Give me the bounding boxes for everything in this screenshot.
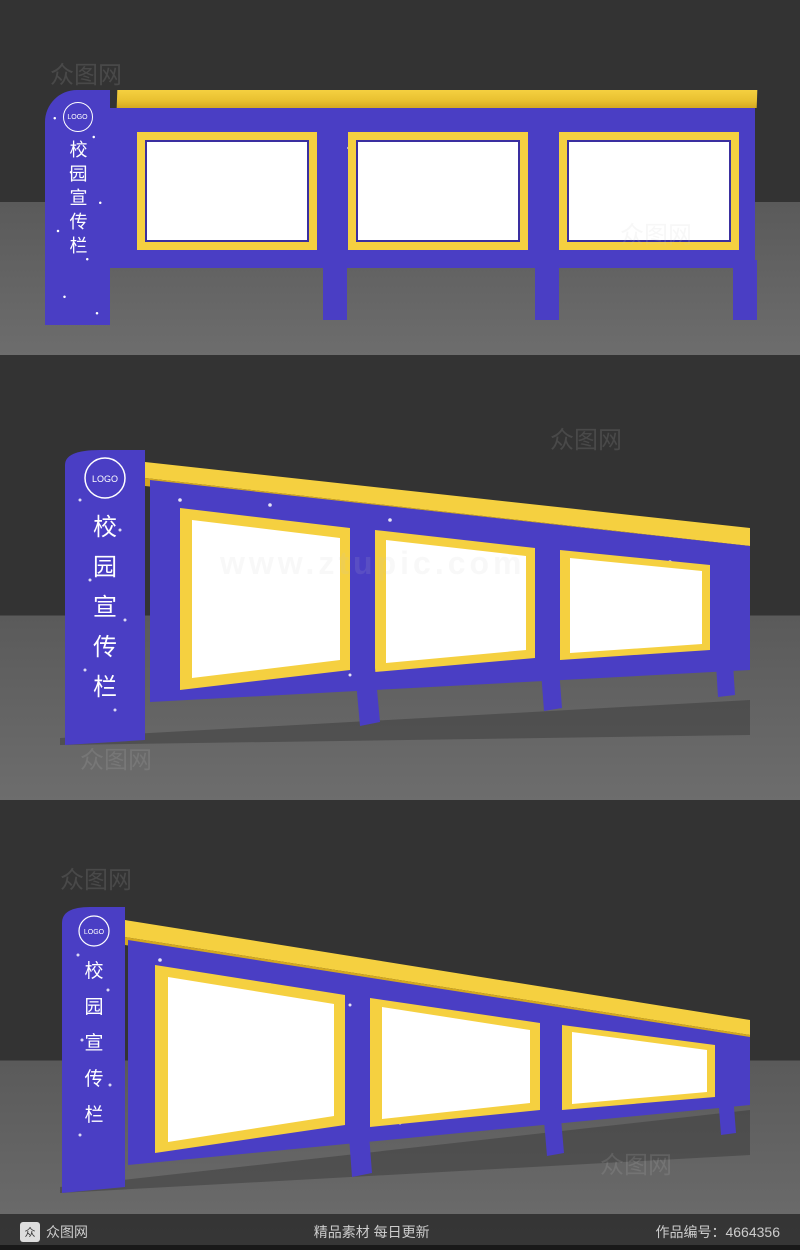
watermark-url: www.ztupic.com — [220, 545, 526, 582]
pillar-char: 栏 — [93, 674, 117, 701]
pillar-char: 校 — [93, 514, 117, 541]
logo-text: LOGO — [84, 929, 105, 936]
logo-badge: LOGO — [63, 102, 93, 132]
svg-text:园: 园 — [84, 997, 103, 1018]
pillar-char: 园 — [93, 554, 117, 581]
svg-text:宣: 宣 — [84, 1032, 103, 1054]
logo-text: LOGO — [92, 474, 118, 484]
bulletin-board-front: LOGO 校园宣传栏 — [45, 90, 755, 320]
bulletin-board-perspective: LOGO 校 园 宣 传 栏 — [50, 450, 750, 750]
footer-brand: 众 众图网 — [20, 1222, 88, 1242]
board-roof — [117, 90, 758, 108]
watermark: 众图网 — [50, 55, 122, 90]
render-view-perspective-2: LOGO 校 园 宣 传 栏 众图网 众图网 — [0, 835, 800, 1245]
display-panel-1 — [137, 132, 317, 250]
support-leg — [323, 260, 347, 320]
pillar-char: 宣 — [93, 594, 117, 621]
pillar-title: 校园宣传栏 — [65, 140, 91, 260]
pillar-char: 传 — [93, 634, 117, 661]
display-panel-3 — [559, 132, 739, 250]
svg-text:校: 校 — [84, 960, 103, 982]
render-view-front: LOGO 校园宣传栏 众图网 众图网 — [0, 15, 800, 355]
footer-bar: 众 众图网 精品素材 每日更新 作品编号：4664356 — [0, 1214, 800, 1250]
sign-pillar: LOGO 校园宣传栏 — [45, 90, 110, 325]
footer-brand-text: 众图网 — [46, 1222, 88, 1242]
watermark: 众图网 — [60, 860, 132, 895]
display-panel-2 — [348, 132, 528, 250]
render-view-perspective-1: LOGO 校 园 宣 传 栏 www.ztupic.com 众图网 众图网 — [0, 390, 800, 800]
footer-tagline: 精品素材 每日更新 — [314, 1222, 430, 1242]
svg-text:传: 传 — [84, 1068, 103, 1090]
footer-logo-icon: 众 — [20, 1222, 40, 1242]
support-leg — [535, 260, 559, 320]
bulletin-board-perspective: LOGO 校 园 宣 传 栏 — [50, 895, 750, 1195]
svg-text:栏: 栏 — [84, 1104, 103, 1126]
support-leg — [733, 260, 757, 320]
footer-asset-id: 作品编号：4664356 — [655, 1222, 780, 1242]
